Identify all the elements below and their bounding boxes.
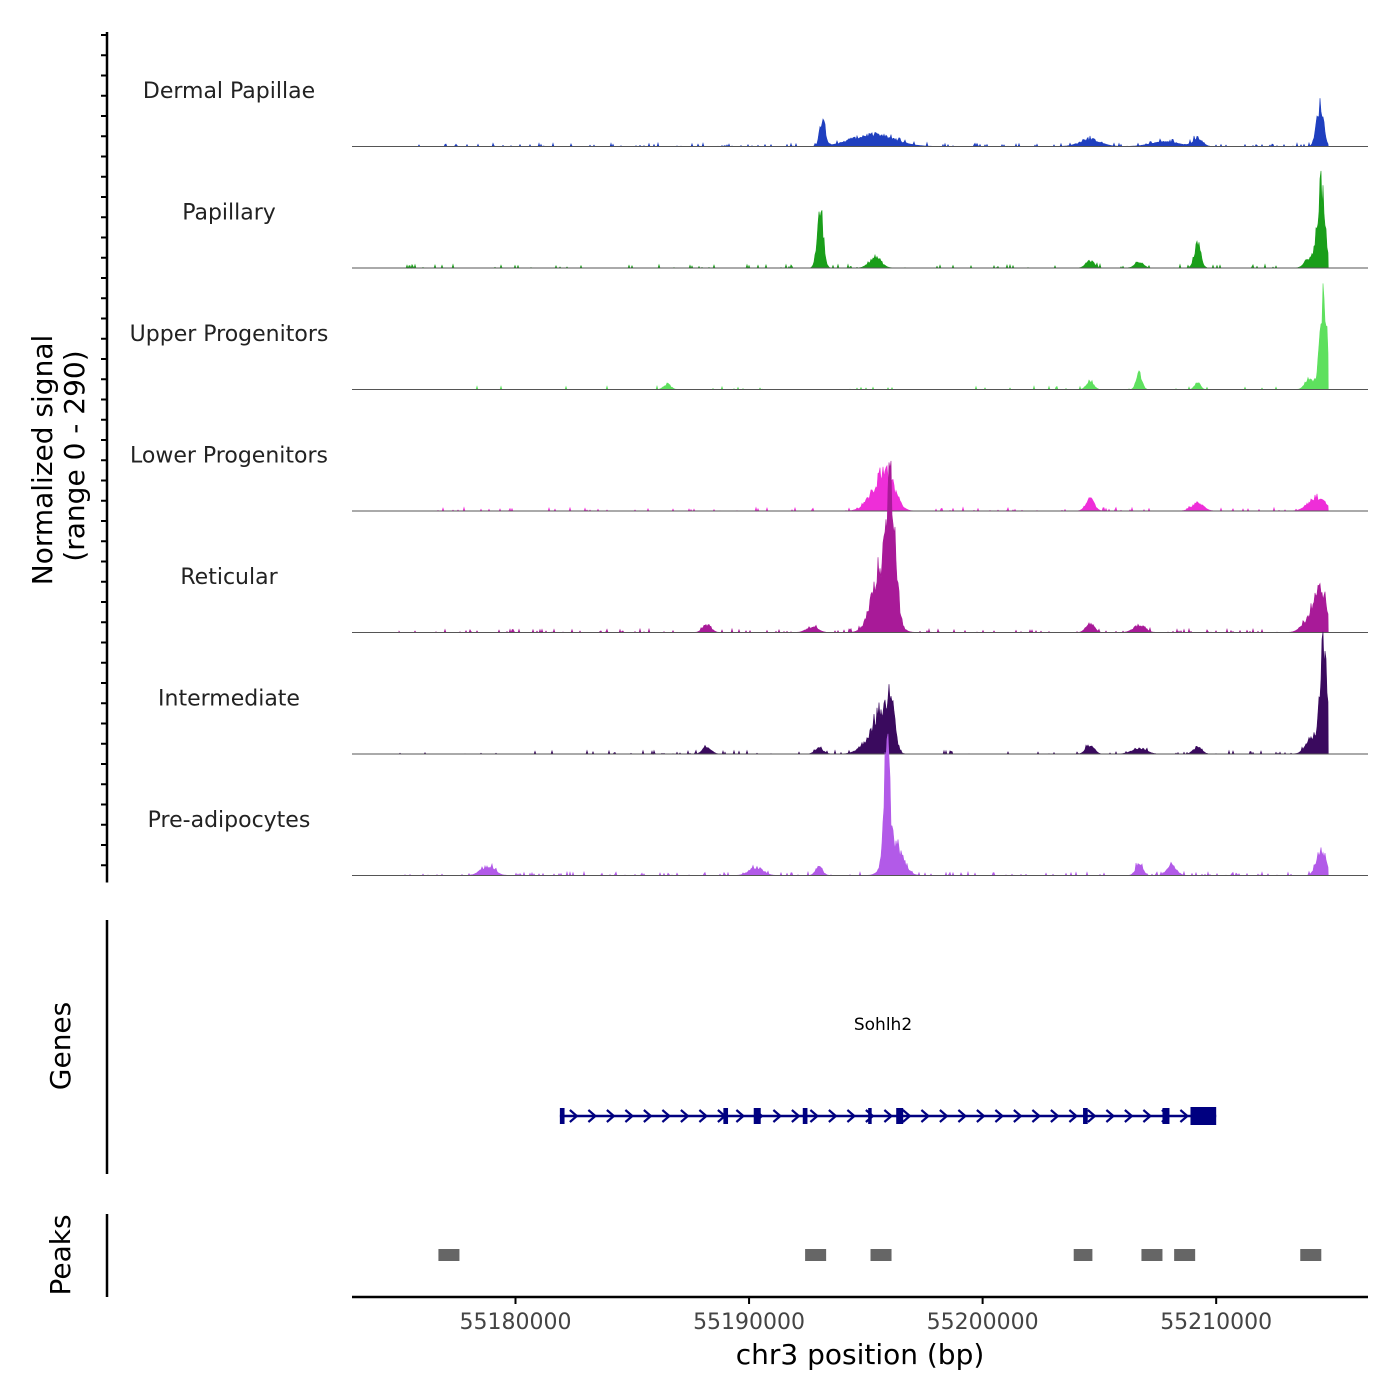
- track-label: Upper Progenitors: [130, 322, 329, 347]
- x-axis-title: chr3 position (bp): [736, 1338, 985, 1371]
- strand-arrow: [1124, 1109, 1134, 1123]
- strand-arrow: [920, 1109, 931, 1123]
- genes-axis-title: Genes: [44, 1002, 77, 1090]
- peak-region: [438, 1249, 460, 1261]
- gene-exon: [1190, 1107, 1217, 1125]
- strand-arrow: [587, 1109, 598, 1123]
- x-tick-label: 55210000: [1160, 1310, 1272, 1335]
- signal-area: [398, 631, 1329, 756]
- track-label: Lower Progenitors: [130, 444, 328, 469]
- strand-arrow: [735, 1109, 746, 1123]
- strand-arrow: [939, 1109, 949, 1123]
- signal-area: [398, 733, 1329, 877]
- track-label: Pre-adipocytes: [148, 808, 311, 833]
- x-tick-label: 55200000: [927, 1310, 1039, 1335]
- strand-arrow: [1031, 1109, 1042, 1123]
- gene-exon: [1083, 1108, 1088, 1124]
- strand-arrow: [994, 1109, 1005, 1123]
- strand-arrow: [1013, 1109, 1023, 1123]
- strand-arrow: [957, 1109, 968, 1123]
- strand-arrow: [624, 1109, 635, 1123]
- signal-area: [398, 460, 1329, 634]
- strand-arrow: [661, 1109, 672, 1123]
- track-label: Dermal Papillae: [143, 79, 315, 104]
- strand-arrow: [902, 1109, 912, 1123]
- y-axis-title-line2: (range 0 - 290): [58, 350, 91, 561]
- peak-region: [1073, 1249, 1093, 1261]
- signal-panel: Dermal Papillae Papillary Upper Progenitor…: [101, 32, 1368, 883]
- signal-area: [398, 464, 1329, 512]
- peaks-axis-title: Peaks: [44, 1214, 77, 1295]
- signal-track: Dermal Papillae: [101, 34, 1368, 148]
- peaks-panel: [105, 1214, 1322, 1297]
- peak-region: [1174, 1249, 1196, 1261]
- signal-area: [398, 98, 1329, 148]
- strand-arrow: [846, 1109, 857, 1123]
- signal-area: [398, 170, 1329, 269]
- gene-exon: [559, 1108, 565, 1124]
- gene-exon: [896, 1108, 904, 1124]
- strand-arrow: [1068, 1109, 1079, 1123]
- peak-region: [1300, 1249, 1322, 1261]
- strand-arrow: [1050, 1109, 1060, 1123]
- gene-label: Sohlh2: [854, 1015, 912, 1035]
- strand-arrow: [606, 1109, 616, 1123]
- track-label: Reticular: [180, 565, 278, 590]
- gene-exon: [753, 1108, 761, 1124]
- peak-region: [870, 1249, 892, 1261]
- strand-arrow: [1179, 1109, 1190, 1123]
- gene-exon: [723, 1108, 729, 1124]
- peak-region: [1141, 1249, 1163, 1261]
- signal-track: Intermediate: [101, 631, 1368, 756]
- track-label: Intermediate: [158, 687, 300, 712]
- track-label: Papillary: [182, 201, 276, 226]
- strand-arrow: [791, 1109, 801, 1123]
- strand-arrow: [680, 1109, 690, 1123]
- y-axis-title-line1: Normalized signal: [26, 335, 59, 586]
- strand-arrow: [772, 1109, 783, 1123]
- gene-exon: [868, 1108, 872, 1124]
- signal-track: Pre-adipocytes: [101, 733, 1368, 877]
- peak-region: [805, 1249, 827, 1261]
- gene-exon: [802, 1108, 808, 1124]
- strand-arrow: [698, 1109, 709, 1123]
- strand-arrow: [643, 1109, 653, 1123]
- x-tick-label: 55190000: [693, 1310, 805, 1335]
- x-tick-label: 55180000: [460, 1310, 572, 1335]
- gene-panel: Sohlh2: [105, 920, 1217, 1174]
- strand-arrow: [809, 1109, 820, 1123]
- gene-exon: [1162, 1108, 1170, 1124]
- strand-arrow: [1087, 1109, 1097, 1123]
- signal-track: Upper Progenitors: [101, 277, 1368, 390]
- strand-arrow: [883, 1109, 894, 1123]
- strand-arrow: [976, 1109, 986, 1123]
- x-axis: 55180000 55190000 55200000 55210000: [352, 1295, 1368, 1335]
- strand-arrow: [569, 1109, 579, 1123]
- signal-area: [398, 283, 1329, 390]
- strand-arrow: [1105, 1109, 1116, 1123]
- signal-track: Lower Progenitors: [101, 398, 1368, 512]
- strand-arrow: [1142, 1109, 1153, 1123]
- strand-arrow: [828, 1109, 838, 1123]
- signal-track: Papillary: [101, 155, 1368, 269]
- signal-track: Reticular: [101, 460, 1368, 634]
